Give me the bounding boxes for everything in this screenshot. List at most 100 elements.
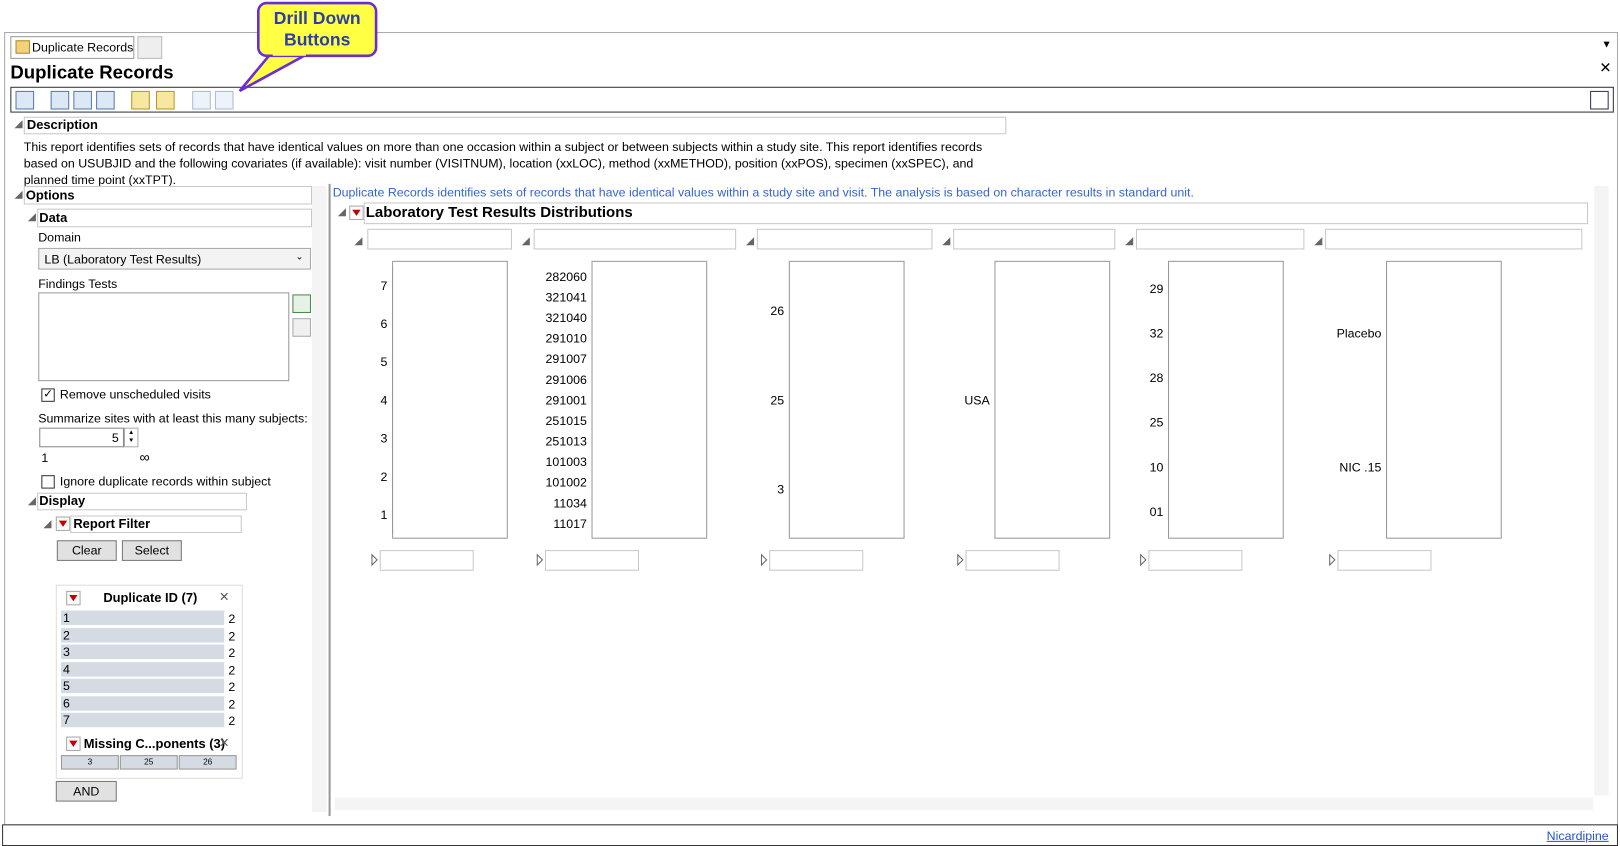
outline-toggle[interactable]: ◢ bbox=[43, 518, 52, 530]
filter-level: 3 bbox=[63, 644, 70, 660]
remove-button[interactable] bbox=[292, 318, 311, 337]
outline-header bbox=[1325, 228, 1583, 250]
outline-toggle[interactable] bbox=[1329, 553, 1336, 567]
category-label: 11034 bbox=[553, 496, 587, 510]
slider-max: ∞ bbox=[139, 448, 150, 465]
category-label: 1 bbox=[381, 508, 388, 522]
toolbar-button[interactable] bbox=[131, 90, 150, 110]
outline-toggle[interactable] bbox=[1140, 553, 1147, 567]
outline-header bbox=[965, 550, 1060, 571]
filter-level-bar[interactable] bbox=[60, 712, 225, 728]
red-triangle-menu[interactable] bbox=[349, 205, 364, 221]
filter-level-button[interactable]: 3 bbox=[60, 755, 119, 770]
toolbar bbox=[10, 86, 1614, 113]
toolbar-button[interactable] bbox=[73, 90, 92, 110]
status-link[interactable]: Nicardipine bbox=[1546, 828, 1609, 843]
category-label: 7 bbox=[381, 279, 388, 293]
red-triangle-menu[interactable] bbox=[66, 590, 81, 606]
outline-toggle[interactable]: ◢ bbox=[27, 211, 36, 224]
category-label: 11017 bbox=[553, 517, 587, 531]
outline-toggle[interactable]: ◢ bbox=[746, 236, 754, 247]
red-triangle-menu[interactable] bbox=[55, 516, 71, 531]
category-label: 101003 bbox=[546, 455, 587, 469]
toolbar-button[interactable] bbox=[50, 90, 70, 110]
checkbox[interactable] bbox=[41, 475, 55, 489]
scrollbar[interactable] bbox=[312, 185, 327, 812]
red-triangle bbox=[69, 595, 78, 602]
filter-level-bar[interactable] bbox=[60, 661, 225, 677]
category-label: 6 bbox=[381, 317, 388, 331]
category-label: 321040 bbox=[546, 311, 587, 325]
checkbox[interactable]: ✓ bbox=[41, 388, 55, 402]
splitter[interactable] bbox=[328, 183, 331, 817]
domain-select[interactable]: LB (Laboratory Test Results) ⌄ bbox=[38, 247, 311, 270]
scrollbar[interactable] bbox=[1594, 185, 1609, 796]
clear-button[interactable]: Clear bbox=[56, 540, 117, 561]
category-label: 251015 bbox=[546, 414, 587, 428]
plot-frame bbox=[392, 260, 508, 539]
slider-min: 1 bbox=[41, 450, 49, 465]
filter-panel: Duplicate ID (7) ✕ Missing C...ponents (… bbox=[55, 584, 243, 779]
close-button[interactable]: ✕ bbox=[1599, 58, 1612, 76]
callout-pointer bbox=[238, 52, 309, 93]
red-triangle bbox=[352, 209, 361, 216]
outline-toggle[interactable]: ◢ bbox=[27, 495, 36, 508]
filter-level-bar[interactable] bbox=[60, 644, 225, 660]
outline-toggle[interactable]: ◢ bbox=[337, 206, 346, 218]
tab[interactable]: Duplicate Records bbox=[10, 36, 135, 59]
options-header: Options bbox=[25, 188, 75, 203]
red-triangle-menu[interactable] bbox=[66, 736, 81, 751]
tab-chart-icon[interactable] bbox=[137, 36, 163, 59]
filter-level-bar[interactable] bbox=[60, 627, 225, 643]
and-button[interactable]: AND bbox=[55, 780, 117, 802]
drill-down-button[interactable] bbox=[192, 90, 211, 110]
outline-toggle[interactable] bbox=[536, 553, 544, 567]
outline-toggle[interactable]: ◢ bbox=[14, 189, 23, 201]
red-triangle bbox=[69, 740, 78, 747]
filter-close[interactable]: ✕ bbox=[219, 589, 230, 605]
category-label: 25 bbox=[1150, 416, 1164, 430]
checkbox-label: Ignore duplicate records within subject bbox=[59, 474, 271, 489]
report-note: Duplicate Records identifies sets of rec… bbox=[332, 184, 1194, 200]
category-label: 25 bbox=[770, 393, 784, 407]
filter-level-button[interactable]: 26 bbox=[178, 755, 237, 770]
filter-level-bar[interactable] bbox=[60, 695, 225, 711]
help-button[interactable] bbox=[1590, 90, 1609, 110]
filter-level: 4 bbox=[63, 661, 70, 677]
toolbar-button[interactable] bbox=[156, 90, 175, 110]
outline-toggle[interactable]: ◢ bbox=[1125, 236, 1133, 247]
toolbar-button[interactable] bbox=[15, 90, 35, 110]
outline-toggle[interactable]: ◢ bbox=[1314, 236, 1322, 247]
filter-level: 7 bbox=[63, 712, 70, 728]
outline-toggle[interactable]: ◢ bbox=[354, 236, 362, 247]
category-label: 01 bbox=[1150, 505, 1164, 519]
category-label: 10 bbox=[1150, 460, 1164, 474]
filter-close[interactable]: ✕ bbox=[219, 735, 230, 750]
findings-list[interactable] bbox=[38, 292, 290, 382]
add-button[interactable] bbox=[292, 294, 311, 313]
outline-toggle[interactable] bbox=[957, 553, 964, 567]
toolbar-button[interactable] bbox=[96, 90, 115, 110]
spinner[interactable]: ▲ ▼ bbox=[123, 427, 139, 448]
number-input[interactable]: 5 bbox=[39, 427, 124, 448]
drill-down-button[interactable] bbox=[214, 90, 234, 110]
outline-toggle[interactable] bbox=[760, 553, 768, 567]
filter-level-button[interactable]: 25 bbox=[119, 755, 178, 770]
category-label: 291001 bbox=[546, 393, 587, 407]
outline-toggle[interactable]: ◢ bbox=[942, 236, 950, 247]
outline-toggle[interactable]: ◢ bbox=[522, 236, 530, 247]
filter-level-bar[interactable] bbox=[60, 610, 225, 625]
category-label: 3 bbox=[381, 432, 388, 446]
outline-header bbox=[379, 550, 474, 571]
menu-arrow[interactable]: ▼ bbox=[1601, 39, 1612, 51]
outline-toggle[interactable]: ◢ bbox=[14, 118, 23, 131]
category-label: 282060 bbox=[546, 270, 587, 284]
outline-header bbox=[545, 550, 640, 571]
plot-frame bbox=[788, 260, 905, 539]
scrollbar[interactable] bbox=[334, 797, 1594, 810]
outline-toggle[interactable] bbox=[371, 553, 378, 567]
filter-level-bar[interactable] bbox=[60, 678, 225, 694]
filter-count: 2 bbox=[228, 628, 236, 644]
outline-header bbox=[756, 228, 933, 250]
select-button[interactable]: Select bbox=[121, 540, 182, 561]
